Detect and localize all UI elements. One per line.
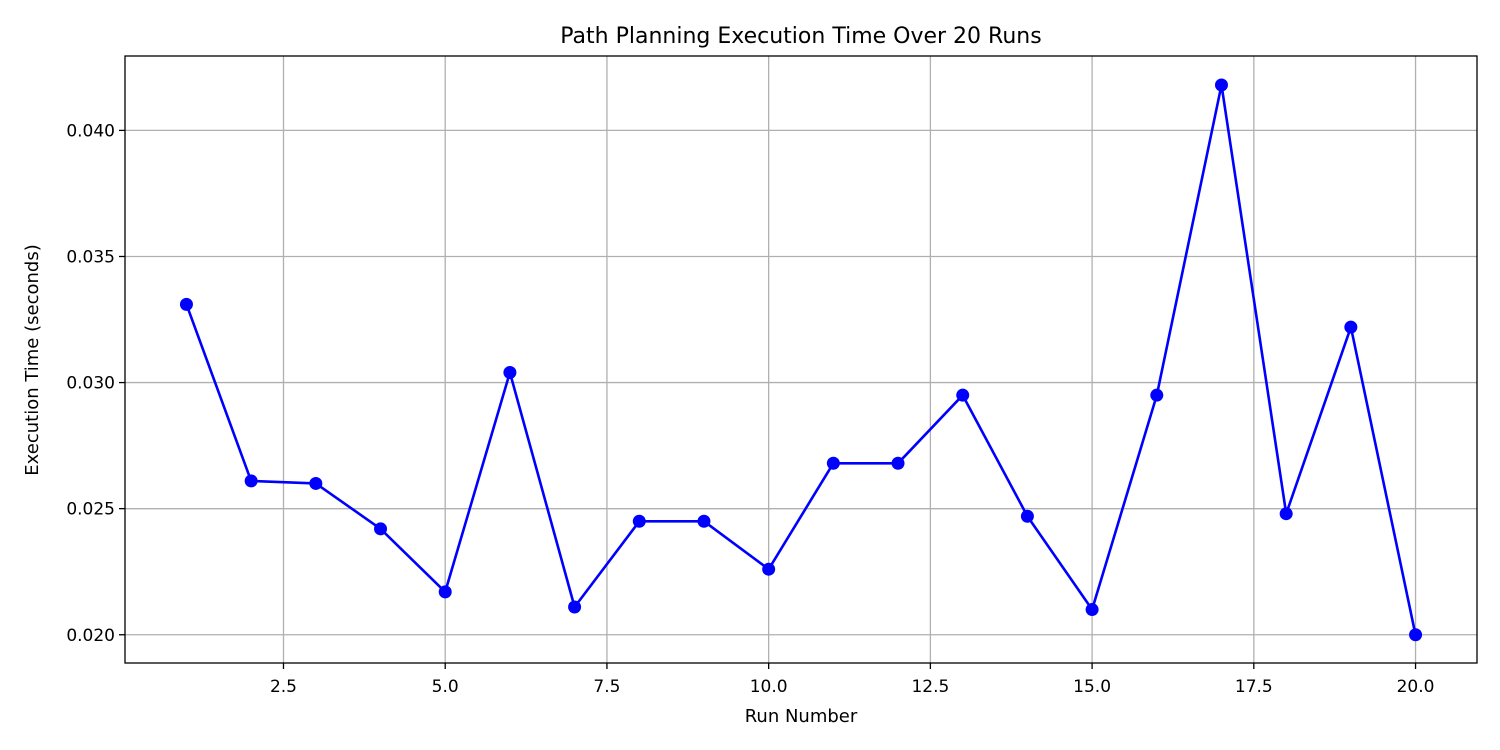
data-point: [503, 365, 517, 379]
y-tick-label: 0.030: [66, 374, 115, 394]
data-point: [1085, 603, 1099, 617]
axis-ticks: 2.5 5.0 7.5 10.0 12.5 15.0 17.5 20.0 0.020 0.025 0…: [66, 121, 1434, 697]
x-tick-label: 5.0: [432, 677, 459, 697]
data-point: [1150, 388, 1164, 402]
data-point: [1214, 78, 1228, 92]
x-tick-label: 12.5: [911, 677, 949, 697]
data-point: [374, 522, 388, 536]
x-axis-label: Run Number: [745, 706, 858, 727]
data-point: [309, 476, 323, 490]
x-tick-label: 20.0: [1397, 677, 1435, 697]
data-point: [1020, 509, 1034, 523]
data-point: [826, 456, 840, 470]
x-tick-label: 7.5: [593, 677, 620, 697]
data-point: [568, 600, 582, 614]
data-point: [244, 474, 258, 488]
y-tick-label: 0.040: [66, 121, 115, 141]
grid-lines: [125, 56, 1477, 663]
data-point: [1344, 320, 1358, 334]
data-point: [697, 514, 711, 528]
data-point: [1279, 507, 1293, 521]
chart-title: Path Planning Execution Time Over 20 Run…: [560, 24, 1041, 49]
y-tick-label: 0.020: [66, 626, 115, 646]
data-point: [891, 456, 905, 470]
y-axis-label: Execution Time (seconds): [22, 244, 43, 475]
data-point: [1409, 628, 1423, 642]
data-point: [179, 297, 193, 311]
y-tick-label: 0.025: [66, 500, 115, 520]
data-point: [438, 585, 452, 599]
plot-frame: [124, 55, 1478, 664]
x-tick-label: 17.5: [1235, 677, 1273, 697]
y-tick-label: 0.035: [66, 247, 115, 267]
series-line: [185, 83, 1417, 636]
data-series: [179, 78, 1423, 642]
data-point: [956, 388, 970, 402]
x-tick-label: 2.5: [270, 677, 297, 697]
x-tick-label: 10.0: [750, 677, 788, 697]
data-point: [632, 514, 646, 528]
data-point: [762, 562, 776, 576]
x-tick-label: 15.0: [1073, 677, 1111, 697]
